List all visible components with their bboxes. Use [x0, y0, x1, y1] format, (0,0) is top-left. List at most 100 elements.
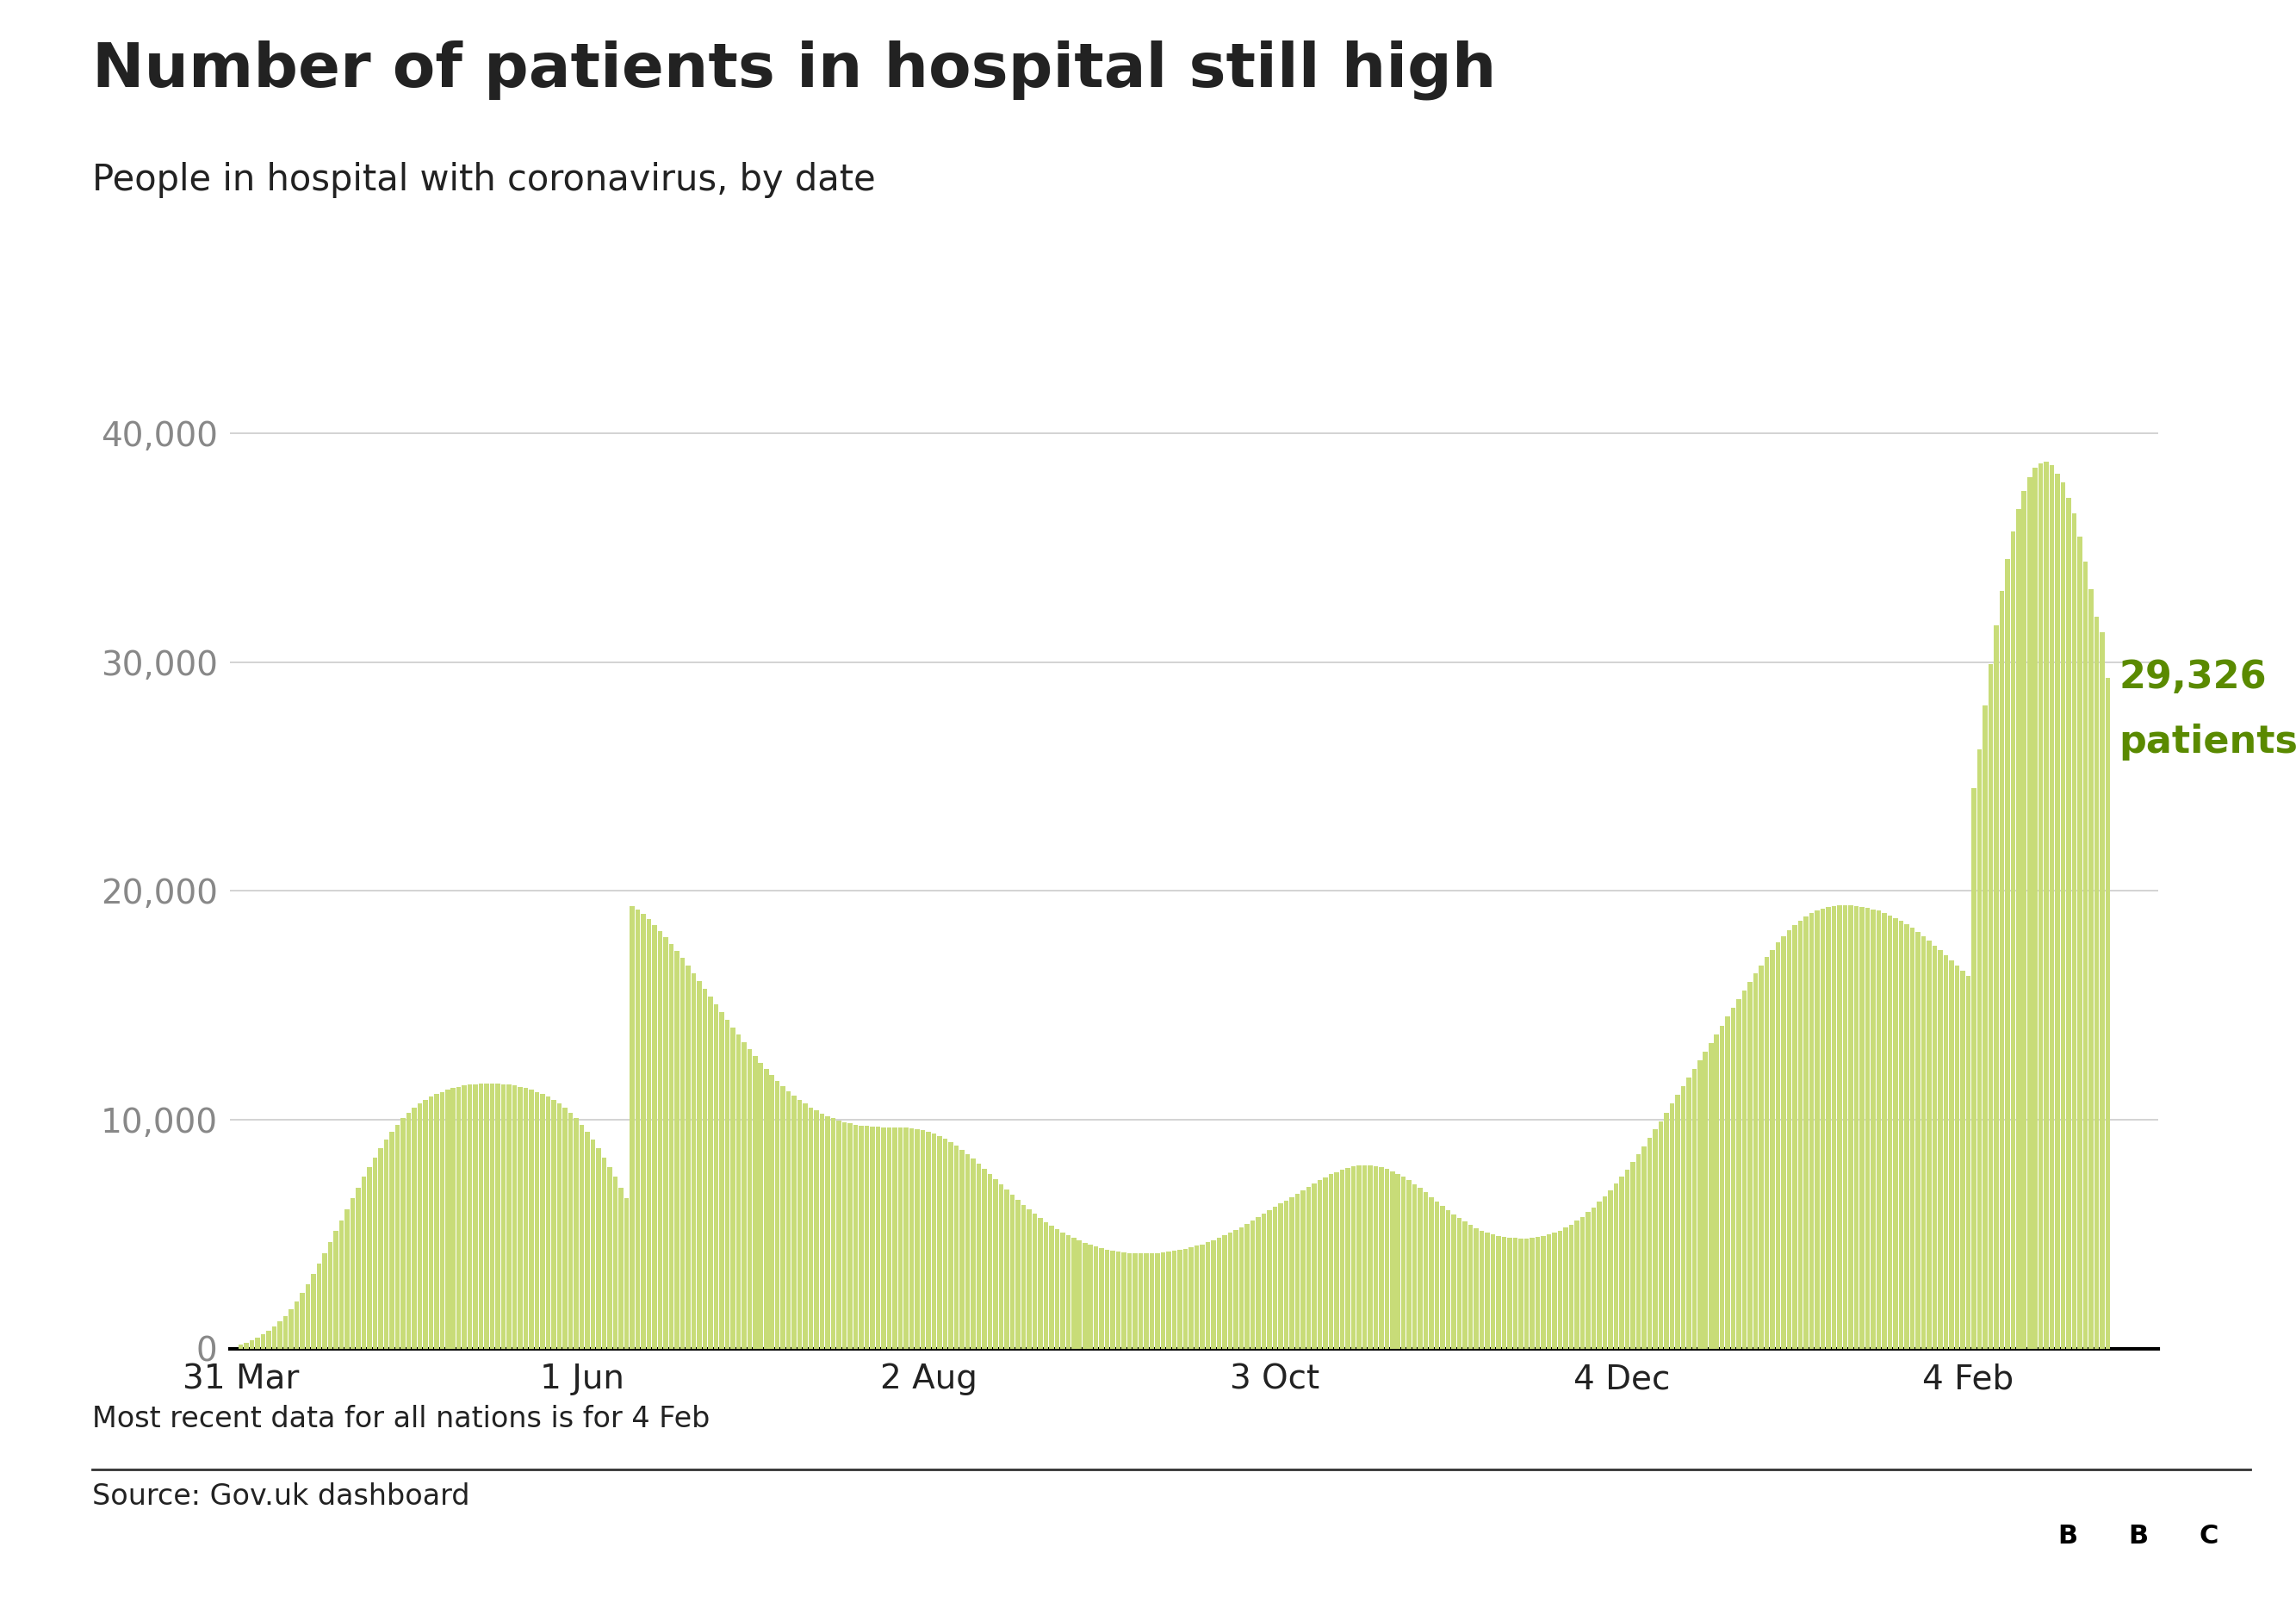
Bar — [1295, 1193, 1300, 1349]
Bar — [1322, 1177, 1327, 1349]
Bar — [1446, 1210, 1451, 1349]
Bar — [1033, 1214, 1038, 1349]
Bar — [792, 1095, 797, 1349]
Bar — [618, 1187, 622, 1349]
Bar — [579, 1124, 583, 1349]
Bar — [379, 1148, 383, 1349]
Bar — [1754, 974, 1759, 1349]
Bar — [1389, 1171, 1394, 1349]
Bar — [893, 1127, 898, 1349]
Bar — [696, 980, 703, 1349]
Text: Source: Gov.uk dashboard: Source: Gov.uk dashboard — [92, 1483, 468, 1512]
Bar — [742, 1042, 746, 1349]
Bar — [1993, 625, 1998, 1349]
Bar — [1407, 1181, 1412, 1349]
Bar — [1977, 749, 1981, 1349]
Bar — [1876, 911, 1880, 1349]
Bar — [1642, 1147, 1646, 1349]
Bar — [1942, 954, 1949, 1349]
Bar — [909, 1127, 914, 1349]
Bar — [439, 1092, 445, 1349]
Bar — [1479, 1231, 1483, 1349]
Bar — [843, 1122, 847, 1349]
Bar — [289, 1310, 294, 1349]
Bar — [546, 1097, 551, 1349]
Bar — [1736, 1000, 1740, 1349]
Bar — [898, 1127, 902, 1349]
Bar — [602, 1158, 606, 1349]
Bar — [1384, 1169, 1389, 1349]
Bar — [1681, 1087, 1685, 1349]
Bar — [1116, 1252, 1120, 1349]
Bar — [1903, 924, 1908, 1349]
Bar — [2032, 468, 2037, 1349]
Bar — [1853, 906, 1860, 1349]
Bar — [1244, 1224, 1249, 1349]
Bar — [351, 1198, 356, 1349]
Bar — [1201, 1244, 1205, 1349]
Bar — [703, 988, 707, 1349]
Bar — [501, 1084, 505, 1349]
Bar — [1233, 1231, 1238, 1349]
Bar — [641, 914, 645, 1349]
Bar — [836, 1121, 840, 1349]
Bar — [859, 1126, 863, 1349]
Bar — [1334, 1172, 1339, 1349]
Bar — [1178, 1250, 1182, 1349]
Bar — [1832, 906, 1837, 1349]
Bar — [567, 1113, 574, 1349]
Bar — [1805, 917, 1809, 1349]
Bar — [613, 1177, 618, 1349]
Bar — [1217, 1237, 1221, 1349]
Bar — [1637, 1155, 1642, 1349]
Bar — [1077, 1240, 1081, 1349]
Bar — [905, 1127, 909, 1349]
Bar — [999, 1184, 1003, 1349]
Bar — [914, 1129, 921, 1349]
Bar — [1731, 1008, 1736, 1349]
Bar — [1518, 1239, 1522, 1349]
Bar — [953, 1145, 960, 1349]
Bar — [400, 1118, 406, 1349]
Bar — [1596, 1202, 1603, 1349]
Bar — [519, 1087, 523, 1349]
Bar — [707, 996, 712, 1349]
Bar — [1463, 1223, 1467, 1349]
Bar — [1665, 1113, 1669, 1349]
Bar — [445, 1090, 450, 1349]
Bar — [1844, 904, 1848, 1349]
Bar — [1759, 966, 1763, 1349]
Bar — [1669, 1103, 1674, 1349]
Bar — [372, 1158, 377, 1349]
Bar — [528, 1090, 535, 1349]
Bar — [1162, 1253, 1166, 1349]
Bar — [597, 1148, 602, 1349]
Bar — [1428, 1197, 1435, 1349]
Bar — [2066, 497, 2071, 1349]
Bar — [1988, 664, 1993, 1349]
Bar — [1290, 1197, 1295, 1349]
Bar — [1961, 971, 1965, 1349]
Bar — [512, 1085, 517, 1349]
Bar — [1972, 788, 1977, 1349]
Bar — [2043, 462, 2048, 1349]
Bar — [282, 1316, 287, 1349]
Bar — [1607, 1190, 1612, 1349]
Bar — [301, 1294, 305, 1349]
Bar — [944, 1139, 948, 1349]
Bar — [418, 1103, 422, 1349]
Bar — [976, 1164, 980, 1349]
Bar — [921, 1130, 925, 1349]
Bar — [1658, 1121, 1662, 1349]
Bar — [769, 1076, 774, 1349]
Bar — [1603, 1197, 1607, 1349]
Bar — [271, 1326, 278, 1349]
Bar — [1467, 1224, 1474, 1349]
Bar — [657, 930, 664, 1349]
Bar — [1786, 930, 1791, 1349]
Bar — [563, 1108, 567, 1349]
Bar — [1088, 1245, 1093, 1349]
Bar — [1708, 1043, 1713, 1349]
Bar — [875, 1127, 879, 1349]
Bar — [1350, 1166, 1355, 1349]
